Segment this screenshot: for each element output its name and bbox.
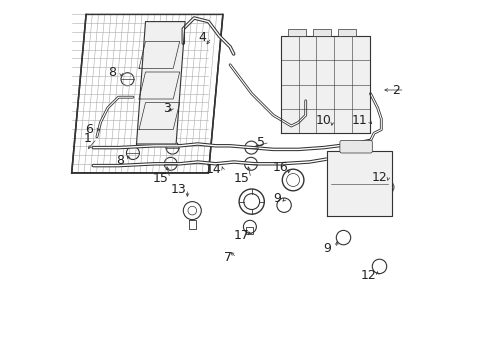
Text: 8: 8 [116, 154, 124, 167]
Text: 7: 7 [223, 251, 231, 264]
Text: 15: 15 [234, 172, 249, 185]
Text: 12: 12 [360, 269, 376, 282]
FancyBboxPatch shape [287, 29, 305, 36]
Polygon shape [280, 36, 370, 133]
Polygon shape [326, 151, 391, 216]
Text: 8: 8 [108, 66, 116, 78]
Text: 5: 5 [256, 136, 264, 149]
Text: 6: 6 [85, 123, 93, 136]
Text: 10: 10 [315, 114, 331, 127]
Text: 11: 11 [351, 114, 367, 127]
FancyBboxPatch shape [312, 29, 330, 36]
Text: 17: 17 [233, 229, 249, 242]
FancyBboxPatch shape [339, 140, 371, 153]
Text: 9: 9 [272, 192, 280, 204]
Text: 3: 3 [163, 102, 171, 114]
Text: 15: 15 [153, 172, 168, 185]
Polygon shape [136, 22, 185, 144]
Text: 4: 4 [198, 31, 206, 44]
Text: 2: 2 [391, 84, 399, 96]
Text: 1: 1 [84, 132, 92, 145]
Text: 12: 12 [371, 171, 386, 184]
Text: 14: 14 [205, 163, 222, 176]
Text: 9: 9 [323, 242, 330, 255]
FancyBboxPatch shape [337, 29, 355, 36]
Text: 13: 13 [171, 183, 186, 195]
Text: 16: 16 [272, 161, 288, 174]
